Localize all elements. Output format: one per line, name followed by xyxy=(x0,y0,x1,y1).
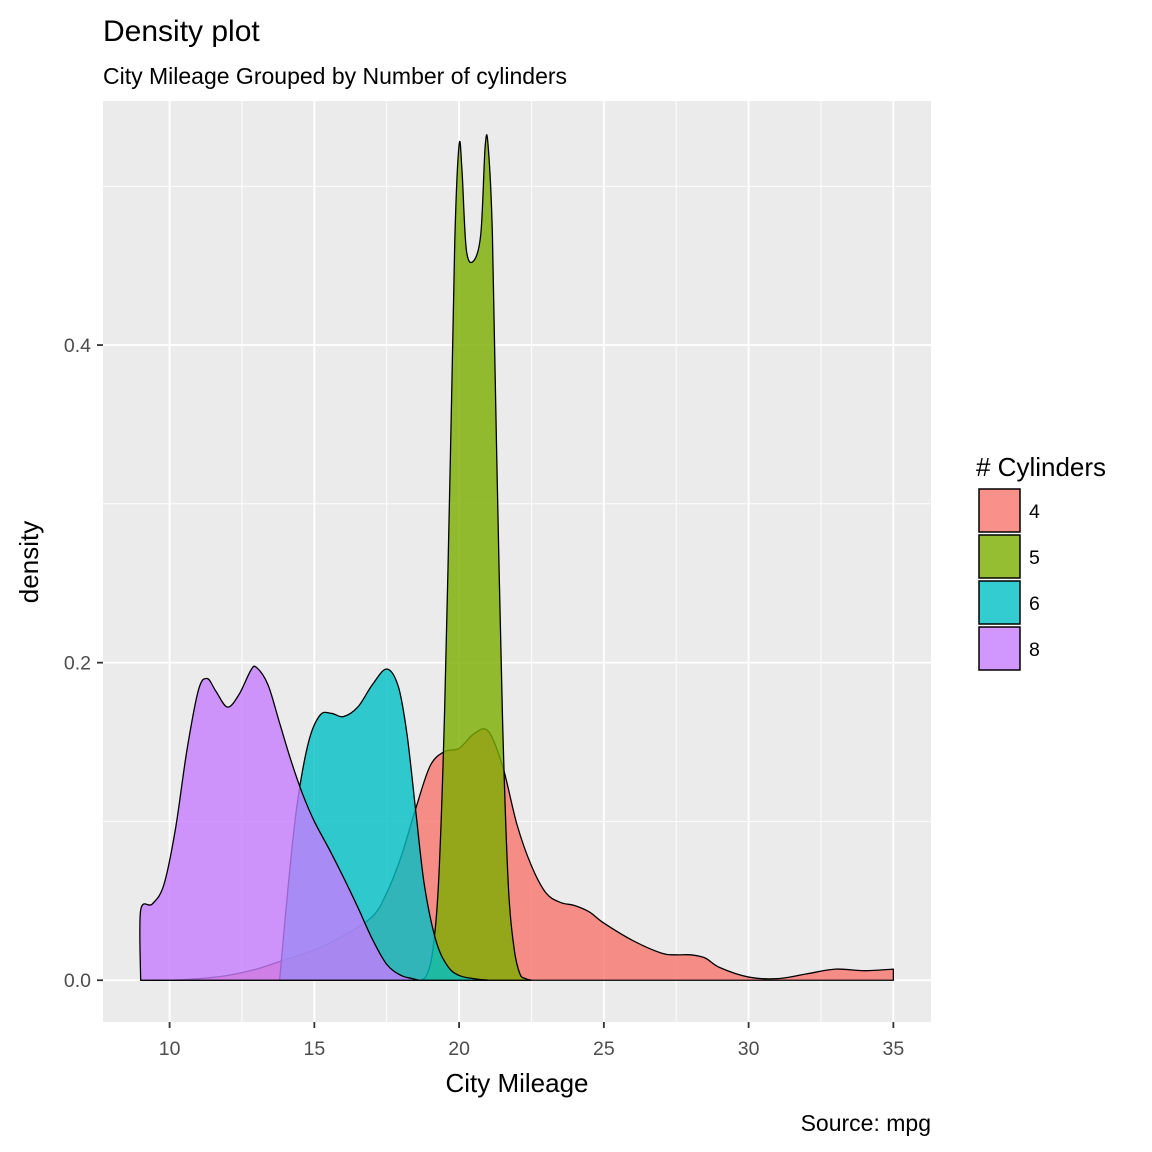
chart-subtitle: City Mileage Grouped by Number of cylind… xyxy=(103,63,567,89)
legend-key-4 xyxy=(978,488,1021,533)
x-axis: 10 15 20 25 30 35 xyxy=(159,1022,905,1060)
y-tick-label: 0.2 xyxy=(64,653,91,675)
legend-key-6 xyxy=(978,580,1021,625)
x-tick-label: 35 xyxy=(883,1038,905,1060)
density-area-8-cyl xyxy=(139,665,420,981)
x-axis-title: City Mileage xyxy=(445,1068,588,1098)
x-tick-label: 30 xyxy=(738,1038,760,1060)
grid-minor xyxy=(103,101,931,1022)
legend-label-6: 6 xyxy=(1029,593,1040,615)
chart-caption: Source: mpg xyxy=(801,1110,931,1136)
y-tick-label: 0.4 xyxy=(64,335,91,357)
legend-label-8: 8 xyxy=(1029,639,1040,661)
y-axis: 0.0 0.2 0.4 xyxy=(64,335,103,992)
legend: # Cylinders 4 5 6 8 xyxy=(976,452,1106,671)
x-tick-label: 25 xyxy=(593,1038,615,1060)
legend-key-8 xyxy=(978,626,1021,671)
y-tick-label: 0.0 xyxy=(64,970,91,992)
legend-label-5: 5 xyxy=(1029,547,1040,569)
legend-label-4: 4 xyxy=(1029,501,1040,523)
x-tick-label: 10 xyxy=(159,1038,181,1060)
x-tick-label: 15 xyxy=(303,1038,325,1060)
legend-title: # Cylinders xyxy=(976,452,1106,482)
y-axis-title: density xyxy=(14,521,44,603)
density-area-5-cyl xyxy=(420,134,533,981)
density-areas xyxy=(139,134,895,982)
chart-title: Density plot xyxy=(103,15,260,48)
legend-key-5 xyxy=(978,534,1021,579)
x-tick-label: 20 xyxy=(448,1038,470,1060)
